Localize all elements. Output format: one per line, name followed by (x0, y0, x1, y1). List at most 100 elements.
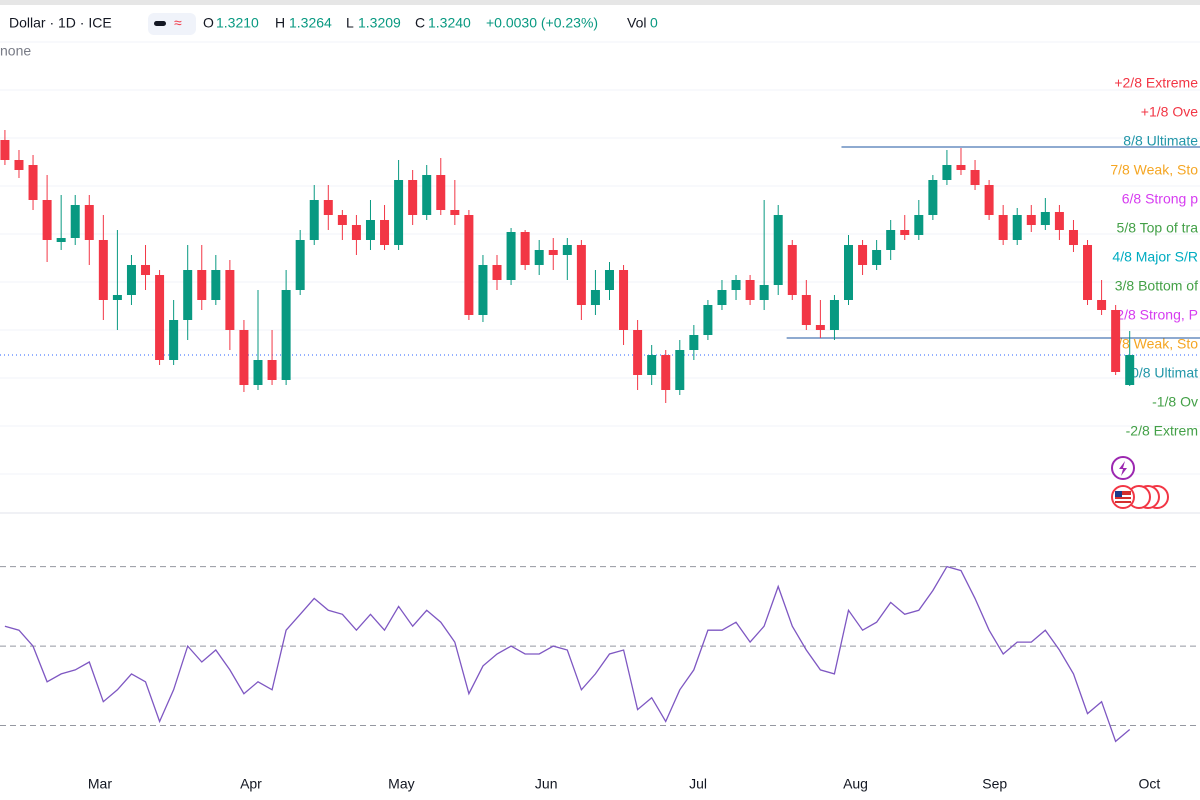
murrey-label: 0/8 Ultimat (1131, 365, 1198, 381)
murrey-label: +2/8 Extreme (1114, 75, 1198, 91)
candle-body (267, 360, 277, 380)
candle-body (337, 215, 347, 225)
x-tick-label: Sep (982, 776, 1007, 792)
candle-body (829, 300, 839, 330)
candle-body (998, 215, 1008, 240)
candle-body (548, 250, 558, 255)
candle-body (295, 240, 305, 290)
x-tick-label: May (388, 776, 414, 792)
top-bar (0, 0, 1200, 5)
candle-body (70, 205, 80, 238)
pill-icon: ≈ (174, 15, 182, 31)
candle-body (787, 245, 797, 295)
candle-body (661, 355, 671, 390)
candle-body (408, 180, 418, 215)
event-icons (1111, 456, 1169, 509)
candle-body (942, 165, 952, 180)
murrey-label: -2/8 Extrem (1126, 423, 1198, 439)
candle-body (28, 165, 38, 200)
candle-body (900, 230, 910, 235)
candle-body (253, 360, 263, 385)
candle-body (844, 245, 854, 300)
candle-body (815, 325, 825, 330)
murrey-label: 8/8 Ultimate (1123, 133, 1198, 149)
flag-glyph (1115, 499, 1131, 501)
candle-body (126, 265, 136, 295)
flag-glyph (1122, 495, 1131, 497)
murrey-label: 3/8 Bottom of (1115, 278, 1198, 294)
candle-body (604, 270, 614, 290)
murrey-label: 4/8 Major S/R (1112, 249, 1198, 265)
candle-body (394, 180, 404, 245)
x-tick-label: Jun (535, 776, 558, 792)
x-tick-label: Oct (1138, 776, 1160, 792)
candle-body (633, 330, 643, 375)
candle-body (56, 238, 66, 242)
candle-body (731, 280, 741, 290)
candle-body (689, 335, 699, 350)
candle-body (141, 265, 151, 275)
candle-body (1125, 355, 1135, 385)
candle-body (956, 165, 966, 170)
candle-body (84, 205, 94, 240)
candle-body (858, 245, 868, 265)
candle-body (1054, 212, 1064, 230)
candle-body (886, 230, 896, 250)
candle-body (970, 170, 980, 185)
murrey-label: +1/8 Ove (1141, 104, 1198, 120)
x-tick-label: Jul (689, 776, 707, 792)
ohlc-label: O (203, 15, 214, 31)
x-tick-label: Mar (88, 776, 112, 792)
murrey-label: 7/8 Weak, Sto (1110, 162, 1198, 178)
candle-body (647, 355, 657, 375)
flag-glyph (1115, 491, 1122, 497)
candle-body (576, 245, 586, 305)
candle-body (225, 270, 235, 330)
candle-body (872, 250, 882, 265)
candle-body (562, 245, 572, 255)
candle-body (0, 140, 10, 160)
candle-body (98, 240, 108, 300)
murrey-label: 6/8 Strong p (1122, 191, 1198, 207)
lightning-glyph (1119, 461, 1127, 476)
candle-body (211, 270, 221, 300)
candle-body (928, 180, 938, 215)
candle-body (450, 210, 460, 215)
candle-body (520, 232, 530, 265)
symbol: Dollar · 1D · ICE (9, 15, 112, 31)
murrey-label: 2/8 Strong, P (1116, 307, 1198, 323)
candle-body (365, 220, 375, 240)
candle-body (506, 232, 516, 280)
candle-body (323, 200, 333, 215)
ohlc-value: 1.3209 (358, 15, 401, 31)
candle-body (619, 270, 629, 330)
ohlc-label: L (346, 15, 354, 31)
grid (0, 41, 1200, 475)
candle-body (1097, 300, 1107, 310)
candle-body (309, 200, 319, 240)
candle-body (464, 215, 474, 315)
murrey-label: -1/8 Ov (1152, 394, 1198, 410)
candle-body (1083, 245, 1093, 300)
candle-body (239, 330, 249, 385)
candle-body (183, 270, 193, 320)
candle-body (14, 160, 24, 170)
candle-body (534, 250, 544, 265)
candle-body (1040, 212, 1050, 225)
ohlc-value: 1.3210 (216, 15, 259, 31)
candle-body (436, 175, 446, 210)
candle-body (675, 350, 685, 390)
candle-body (801, 295, 811, 325)
candle-body (745, 280, 755, 300)
indicator-pill[interactable] (148, 13, 196, 35)
candle-body (42, 200, 52, 240)
candle-body (1068, 230, 1078, 245)
candle-body (773, 215, 783, 285)
subtitle: none (0, 43, 31, 59)
candle-body (351, 225, 361, 240)
vol-value: 0 (650, 15, 658, 31)
candle-body (717, 290, 727, 305)
candle-body (380, 220, 390, 245)
